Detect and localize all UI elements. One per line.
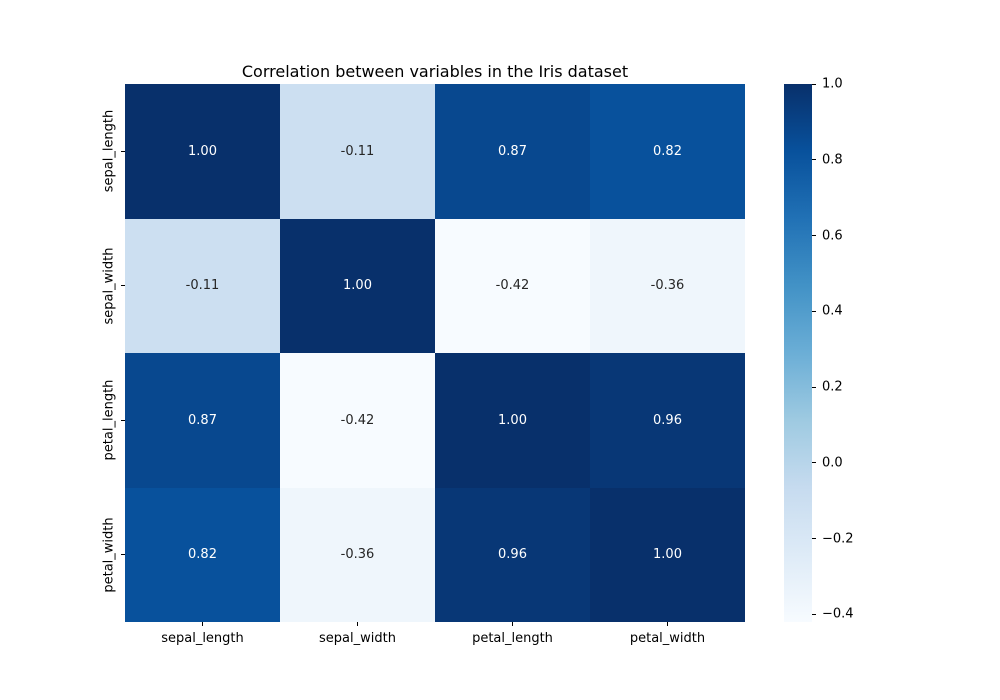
x-tick-mark: [667, 622, 668, 626]
heatmap-cell: 1.00: [280, 218, 435, 353]
heatmap-cell: 0.87: [125, 353, 280, 488]
y-tick-label: sepal_width: [101, 247, 117, 325]
y-tick-mark: [121, 419, 125, 421]
colorbar-tick-mark: [812, 386, 816, 388]
colorbar-tick-mark: [812, 159, 816, 161]
colorbar-tick-label: 0.4: [822, 303, 843, 319]
heatmap-cell: 0.96: [435, 487, 590, 622]
colorbar-tick-label: 0.6: [822, 228, 843, 244]
colorbar-tick-mark: [812, 83, 816, 85]
heatmap-cell: 1.00: [590, 487, 745, 622]
colorbar: [784, 84, 812, 622]
colorbar-tick-label: −0.2: [822, 531, 854, 547]
x-tick-mark: [202, 622, 203, 626]
heatmap-cell: -0.11: [125, 218, 280, 353]
heatmap-cell: 1.00: [125, 84, 280, 219]
heatmap-cell: 0.87: [435, 84, 590, 219]
y-tick-label: petal_length: [101, 379, 117, 461]
heatmap-cell: 1.00: [435, 353, 590, 488]
y-tick-label: petal_width: [101, 517, 117, 593]
colorbar-tick-mark: [812, 235, 816, 237]
colorbar-tick-label: 0.2: [822, 379, 843, 395]
x-tick-label: petal_length: [472, 631, 553, 646]
colorbar-tick-mark: [812, 310, 816, 312]
colorbar-tick-label: 1.0: [822, 76, 843, 92]
x-tick-label: sepal_length: [161, 631, 244, 646]
x-tick-label: sepal_width: [319, 631, 396, 646]
heatmap-cell: 0.96: [590, 353, 745, 488]
heatmap-cell: -0.42: [435, 218, 590, 353]
chart-title: Correlation between variables in the Iri…: [241, 62, 629, 81]
colorbar-tick-label: 0.8: [822, 152, 843, 168]
heatmap: 1.00 -0.11 0.87 0.82 -0.11 1.00 -0.42 -0.36 0.87…: [125, 84, 745, 622]
colorbar-tick-label: −0.4: [822, 606, 854, 622]
colorbar-tick-mark: [812, 462, 816, 464]
heatmap-cell: -0.42: [280, 353, 435, 488]
y-tick-mark: [121, 554, 125, 556]
heatmap-cell: 0.82: [590, 84, 745, 219]
y-tick-mark: [121, 285, 125, 287]
heatmap-cell: -0.11: [280, 84, 435, 219]
x-tick-label: petal_width: [629, 631, 706, 646]
colorbar-tick-label: 0.0: [822, 455, 843, 471]
heatmap-cell: -0.36: [280, 487, 435, 622]
x-tick-mark: [357, 622, 358, 626]
y-tick-mark: [121, 150, 125, 152]
x-tick-mark: [512, 622, 513, 626]
heatmap-cell: -0.36: [590, 218, 745, 353]
colorbar-tick-mark: [812, 538, 816, 540]
colorbar-tick-mark: [812, 613, 816, 615]
heatmap-cell: 0.82: [125, 487, 280, 622]
y-tick-label: sepal_length: [101, 109, 117, 193]
